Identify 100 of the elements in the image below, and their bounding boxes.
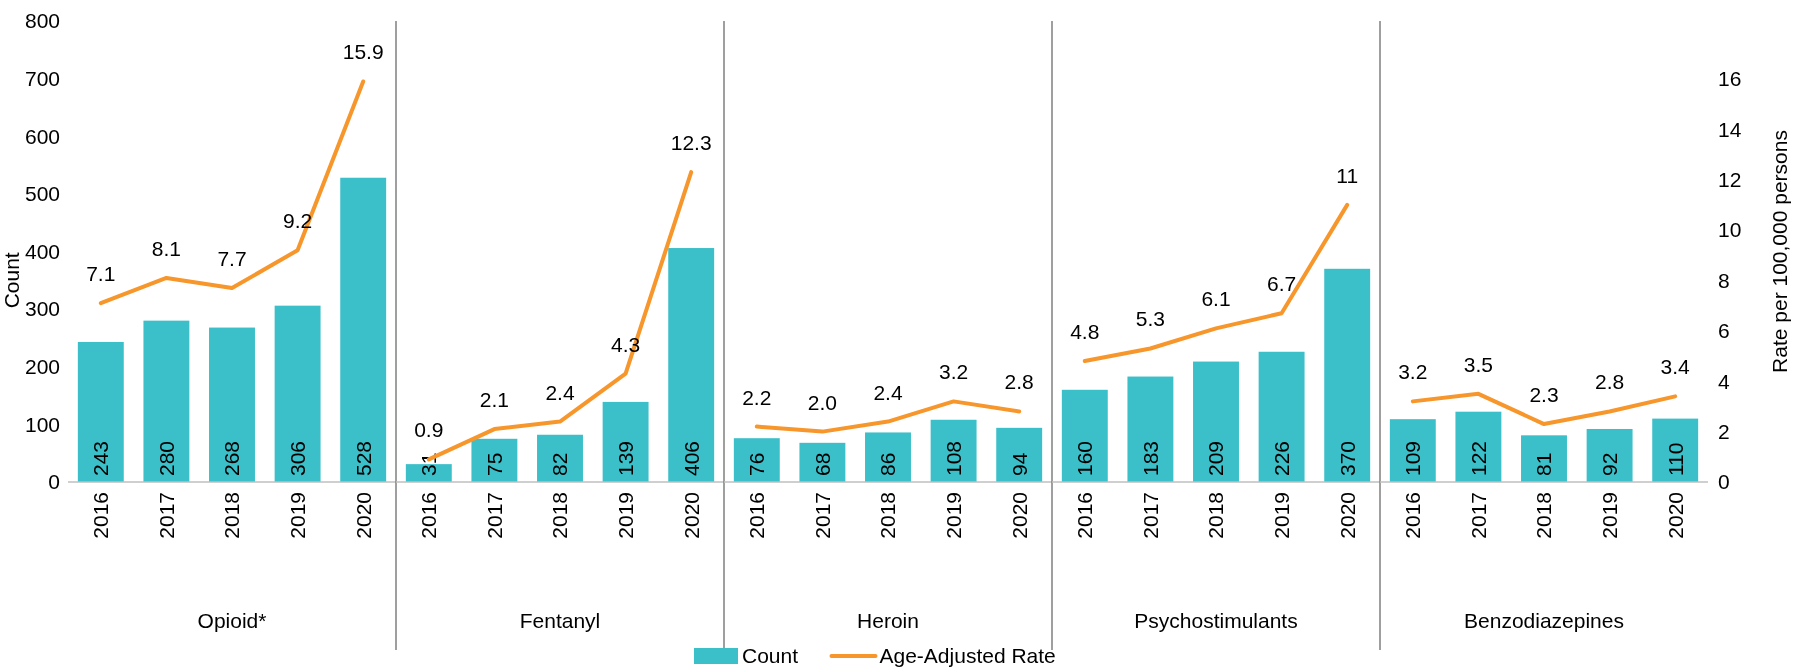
data-label: 2.8	[1004, 370, 1034, 394]
bar	[733, 438, 780, 482]
data-label: 5.3	[1135, 307, 1165, 331]
y-tick-label: 600	[24, 124, 60, 148]
x-tick-label: 2019	[1597, 492, 1621, 539]
y-axis-title: Count	[0, 252, 23, 309]
data-label: 110	[1663, 442, 1687, 476]
data-label: 8.1	[151, 236, 181, 260]
x-tick-label: 2019	[285, 492, 309, 539]
bar	[1455, 411, 1502, 482]
y2-tick-label: 4	[1718, 369, 1730, 393]
data-label: 6.1	[1201, 287, 1231, 311]
y2-tick-label: 6	[1718, 319, 1730, 343]
data-label: 2.3	[1529, 383, 1559, 407]
legend-label: Age-Adjusted Rate	[879, 644, 1056, 668]
legend-label: Count	[742, 644, 799, 668]
x-tick-label: 2016	[89, 492, 113, 539]
bar	[1652, 418, 1699, 482]
data-label: 109	[1401, 440, 1425, 476]
x-axis-title: Heroin	[857, 609, 919, 632]
bar	[143, 320, 190, 482]
x-tick-label: 2016	[745, 492, 769, 539]
x-axis-title: Opioid*	[197, 609, 267, 632]
x-tick-label: 2020	[1663, 492, 1687, 539]
y-tick-label: 300	[24, 297, 60, 321]
bar	[1127, 376, 1174, 482]
data-label: 94	[1007, 452, 1031, 476]
data-label: 4.8	[1070, 320, 1100, 344]
bar	[1061, 389, 1108, 482]
y2-tick-label: 2	[1718, 419, 1730, 443]
data-label: 183	[1138, 440, 1162, 476]
data-label: 139	[613, 440, 637, 476]
x-tick-label: 2020	[679, 492, 703, 539]
y2-tick-label: 8	[1718, 268, 1730, 292]
x-axis-title: Benzodiazepines	[1464, 609, 1624, 632]
data-label: 306	[285, 440, 309, 476]
bar	[1521, 435, 1567, 482]
y-tick-label: 100	[24, 412, 60, 436]
data-label: 7.1	[86, 262, 116, 286]
data-label: 81	[1532, 452, 1556, 476]
data-label: 2.8	[1595, 370, 1625, 394]
data-label: 3.2	[1398, 360, 1428, 384]
data-label: 243	[89, 440, 113, 476]
y-tick-label: 500	[24, 182, 60, 206]
y-tick-label: 400	[24, 239, 60, 263]
x-tick-label: 2017	[482, 492, 506, 539]
data-label: 3.2	[939, 360, 969, 384]
data-label: 226	[1269, 440, 1293, 476]
data-label: 122	[1466, 440, 1490, 476]
x-tick-label: 2016	[1401, 492, 1425, 539]
bar	[602, 401, 649, 482]
y2-tick-label: 14	[1718, 117, 1742, 141]
y-tick-label: 800	[24, 9, 60, 33]
y2-axis-title: Rate per 100,000 persons	[1768, 130, 1791, 373]
data-label: 268	[220, 440, 244, 476]
data-label: 2.2	[742, 385, 772, 409]
bar	[1193, 361, 1239, 482]
data-label: 12.3	[670, 131, 712, 155]
data-label: 209	[1204, 440, 1228, 476]
data-label: 0.9	[414, 418, 444, 442]
y2-tick-label: 12	[1718, 168, 1742, 192]
data-label: 3.4	[1660, 355, 1691, 379]
data-label: 15.9	[342, 40, 384, 64]
x-tick-label: 2017	[1138, 492, 1162, 539]
x-tick-label: 2019	[613, 492, 637, 539]
x-tick-label: 2016	[1073, 492, 1097, 539]
bar	[274, 305, 321, 482]
data-label: 2.1	[479, 388, 509, 412]
bar	[865, 432, 911, 482]
bar	[1389, 419, 1436, 482]
data-label: 2.0	[807, 390, 837, 414]
bar	[996, 427, 1043, 482]
y2-tick-label: 16	[1718, 67, 1742, 91]
data-label: 68	[810, 452, 834, 476]
data-label: 2.4	[545, 380, 575, 404]
data-label: 2.4	[873, 380, 903, 404]
bar	[1586, 428, 1633, 482]
data-label: 160	[1073, 440, 1097, 476]
x-tick-label: 2016	[417, 492, 441, 539]
data-label: 6.7	[1267, 272, 1297, 296]
bar	[1258, 351, 1305, 482]
data-label: 86	[876, 452, 900, 476]
bar	[209, 327, 255, 482]
data-label: 370	[1335, 440, 1359, 476]
x-tick-label: 2017	[1466, 492, 1490, 539]
data-label: 11	[1336, 163, 1359, 187]
data-label: 528	[351, 440, 375, 476]
x-axis-title: Fentanyl	[519, 609, 601, 632]
bar	[1324, 268, 1371, 482]
x-axis-title: Psychostimulants	[1134, 609, 1298, 632]
data-label: 76	[745, 452, 769, 476]
data-label: 406	[679, 440, 703, 476]
x-tick-label: 2017	[154, 492, 178, 539]
x-tick-label: 2020	[1007, 492, 1031, 539]
y-tick-label: 0	[48, 470, 60, 494]
data-label: 108	[941, 440, 965, 476]
y2-tick-label: 0	[1718, 470, 1730, 494]
x-tick-label: 2018	[1204, 492, 1228, 539]
x-tick-label: 2020	[351, 492, 375, 539]
data-label: 75	[482, 452, 506, 476]
